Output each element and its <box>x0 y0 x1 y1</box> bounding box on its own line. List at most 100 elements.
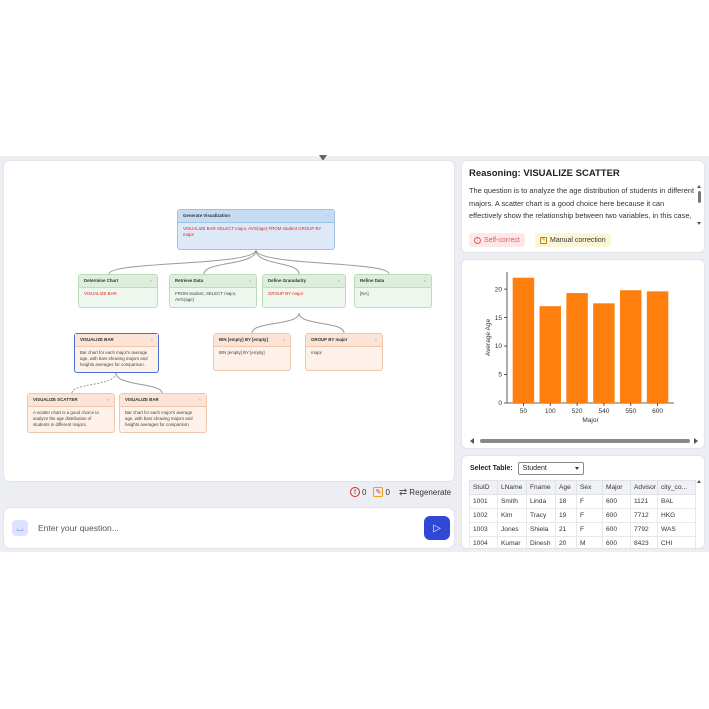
node-body: major <box>311 349 322 355</box>
node-title: Refine Data <box>360 278 385 283</box>
table-cell: 600 <box>602 522 631 537</box>
table-scrollbar[interactable] <box>697 480 701 546</box>
column-header[interactable]: Advisor <box>630 480 658 495</box>
regenerate-button[interactable]: ⇄ Regenerate <box>399 487 451 498</box>
flow-canvas[interactable]: Generate Visualization × VISUALIZE BAR SE… <box>3 160 455 482</box>
node-title: Define Granularity <box>268 278 307 283</box>
table-cell: 1121 <box>630 494 658 509</box>
scroll-up-icon[interactable] <box>697 480 701 483</box>
bar <box>593 303 615 403</box>
table-cell: 600 <box>602 536 631 548</box>
reasoning-title: Reasoning: VISUALIZE SCATTER <box>469 168 620 179</box>
column-header[interactable]: Sex <box>576 480 603 495</box>
scroll-down-icon[interactable] <box>697 222 701 225</box>
column-header[interactable]: Fname <box>526 480 556 495</box>
table-cell: 7712 <box>630 508 658 523</box>
table-cell: 18 <box>555 494 577 509</box>
close-icon[interactable]: × <box>150 337 153 343</box>
x-tick-label: 600 <box>652 408 663 415</box>
data-table: StuID LName Fname Age Sex Major Advisor … <box>469 480 696 548</box>
scroll-right-icon[interactable] <box>694 438 698 444</box>
flow-node-refine-data[interactable]: Refine Data × [NA] <box>354 274 432 308</box>
scroll-up-icon[interactable] <box>697 185 701 188</box>
y-tick-label: 10 <box>495 343 503 350</box>
y-tick-label: 20 <box>495 286 503 293</box>
node-title: BIN [empty] BY [empty] <box>219 337 268 342</box>
table-select-dropdown[interactable]: Student <box>517 462 584 475</box>
scroll-thumb[interactable] <box>698 191 701 203</box>
collapse-arrow-icon[interactable] <box>319 155 327 161</box>
scroll-left-icon[interactable] <box>470 438 474 444</box>
table-cell: 1004 <box>469 536 498 548</box>
y-tick-label: 0 <box>498 400 502 407</box>
table-selector: Select Table: Student <box>470 462 584 475</box>
x-tick-label: 50 <box>520 408 528 415</box>
table-cell: 1001 <box>469 494 498 509</box>
flow-node-retrieve-data[interactable]: Retrieve Data × FROM student, SELECT majo… <box>169 274 257 308</box>
x-tick-label: 100 <box>545 408 556 415</box>
table-row[interactable]: 1001 Smith Linda 18 F 600 1121 BAL <box>469 494 696 509</box>
close-icon[interactable]: × <box>248 278 251 284</box>
node-title: VISUALIZE BAR <box>125 397 159 402</box>
table-row[interactable]: 1003 Jones Shiela 21 F 600 7792 WAS <box>469 522 696 537</box>
send-button[interactable]: ▷ <box>424 516 450 540</box>
y-tick-label: 15 <box>495 315 503 322</box>
bar <box>512 277 535 403</box>
table-cell: WAS <box>657 522 696 537</box>
flow-node-visualize-scatter[interactable]: VISUALIZE SCATTER × A scatter chart is a … <box>27 393 115 433</box>
column-header[interactable]: city_co... <box>657 480 696 495</box>
flow-actions: ! 0 ✎ 0 ⇄ Regenerate <box>350 486 451 498</box>
edit-count-button[interactable]: ✎ 0 <box>373 487 390 497</box>
node-body: FROM student, SELECT major, AVG(age) <box>175 290 237 302</box>
flow-node-visualize-bar[interactable]: VISUALIZE BAR × Bar chart for each major'… <box>74 333 159 373</box>
self-correct-button[interactable]: ! Self-correct <box>469 233 525 247</box>
table-cell: 7792 <box>630 522 658 537</box>
scroll-thumb[interactable] <box>480 439 690 443</box>
question-input[interactable] <box>38 523 398 533</box>
flow-node-group-by[interactable]: GROUP BY major × major <box>305 333 383 371</box>
table-cell: 8423 <box>630 536 658 548</box>
error-count-button[interactable]: ! 0 <box>350 487 366 497</box>
column-header[interactable]: Major <box>602 480 631 495</box>
flow-node-define-granularity[interactable]: Define Granularity × GROUP BY major <box>262 274 346 308</box>
node-body: VISUALIZE BAR <box>84 290 117 296</box>
close-icon[interactable]: × <box>337 278 340 284</box>
node-body: Bar chart for each major's average age, … <box>80 349 148 367</box>
chart-scrollbar[interactable] <box>470 438 698 444</box>
reasoning-text: The question is to analyze the age distr… <box>469 186 695 225</box>
reasoning-scrollbar[interactable] <box>697 185 701 225</box>
close-icon[interactable]: × <box>149 278 152 284</box>
column-header[interactable]: StuID <box>469 480 498 495</box>
table-cell: Shiela <box>526 522 556 537</box>
flow-node-bin[interactable]: BIN [empty] BY [empty] × BIN [empty] BY [… <box>213 333 291 371</box>
table-cell: BAL <box>657 494 696 509</box>
node-title: Determine Chart <box>84 278 119 283</box>
close-icon[interactable]: × <box>106 397 109 403</box>
flow-node-visualize-bar-2[interactable]: VISUALIZE BAR × Bar chart for each major'… <box>119 393 207 433</box>
warning-icon: ! <box>474 236 481 244</box>
column-header[interactable]: LName <box>497 480 527 495</box>
close-icon[interactable]: × <box>326 213 329 219</box>
close-icon[interactable]: × <box>374 337 377 343</box>
table-cell: 1002 <box>469 508 498 523</box>
column-header[interactable]: Age <box>555 480 577 495</box>
flow-node-determine-chart[interactable]: Determine Chart × VISUALIZE BAR <box>78 274 158 308</box>
table-cell: 600 <box>602 494 631 509</box>
close-icon[interactable]: × <box>198 397 201 403</box>
close-icon[interactable]: × <box>282 337 285 343</box>
regenerate-icon: ⇄ <box>398 486 408 498</box>
table-row[interactable]: 1002 Kim Tracy 19 F 600 7712 HKG <box>469 508 696 523</box>
node-body: [NA] <box>360 290 369 296</box>
table-row[interactable]: 1004 Kumar Dinesh 20 M 600 8423 CHI <box>469 536 696 548</box>
table-cell: 20 <box>555 536 577 548</box>
table-cell: Kumar <box>497 536 527 548</box>
node-title: Generate Visualization <box>183 213 231 218</box>
manual-correction-button[interactable]: ✎ Manual correction <box>535 233 611 247</box>
close-icon[interactable]: × <box>423 278 426 284</box>
flow-node-root[interactable]: Generate Visualization × VISUALIZE BAR SE… <box>177 209 335 250</box>
x-tick-label: 550 <box>625 408 636 415</box>
bar <box>566 293 588 403</box>
table-cell: 600 <box>602 508 631 523</box>
table-cell: F <box>576 522 603 537</box>
table-cell: F <box>576 494 603 509</box>
